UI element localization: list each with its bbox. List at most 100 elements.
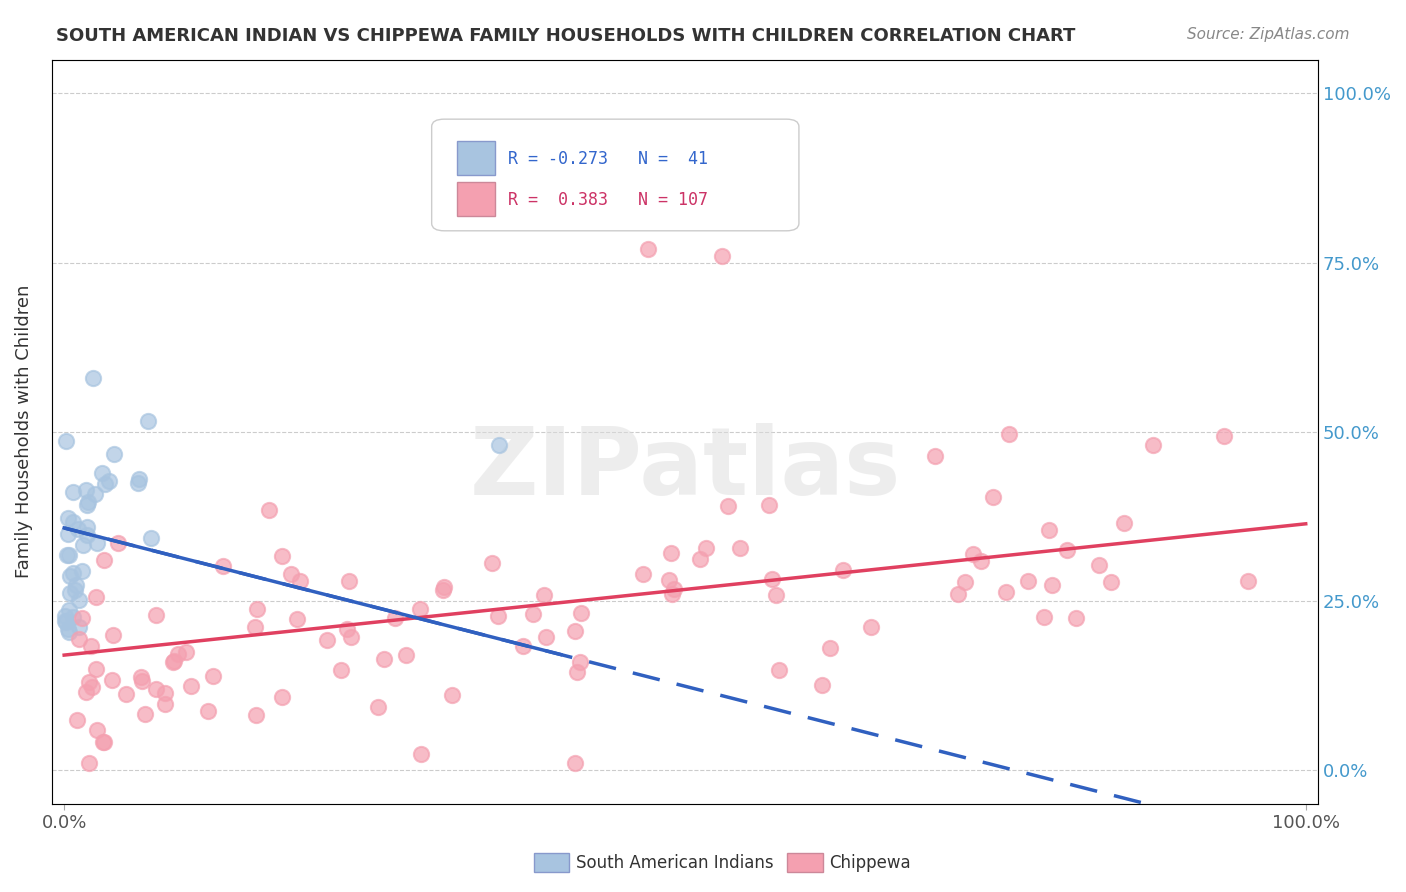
Point [80,639,103,653]
Point [995,585,1018,599]
Point [56,527,79,541]
Point [155,686,177,700]
Y-axis label: Family Households with Children: Family Households with Children [15,285,32,579]
Point [243,620,266,634]
Point [77,674,100,689]
Point [77,756,100,771]
Point [818,641,841,656]
Point [55,434,77,449]
Point [162,655,184,669]
Point [728,541,751,555]
Point [91,467,114,481]
Point [62,566,84,581]
Point [115,687,138,701]
Point [167,647,190,661]
Point [695,541,717,555]
Point [488,438,510,452]
Text: Chippewa: Chippewa [830,854,911,871]
Point [1237,574,1260,588]
Point [59,585,82,599]
Point [271,549,294,564]
Point [55,615,77,629]
Point [174,645,197,659]
Point [367,700,389,714]
Point [924,449,946,463]
Point [134,707,156,722]
Point [533,588,555,602]
Point [257,503,280,517]
Point [534,630,557,644]
Point [93,552,115,566]
Point [86,536,108,550]
Point [1213,429,1236,443]
Point [55,614,77,628]
Point [67,620,90,634]
Point [860,620,883,634]
Bar [457,183,495,216]
Point [67,522,90,536]
Point [631,567,654,582]
Point [58,603,80,617]
Point [717,500,740,514]
Point [62,485,84,500]
Point [127,476,149,491]
Point [70,611,93,625]
Point [76,498,98,512]
Point [55,549,77,563]
Point [662,582,685,597]
Point [76,495,98,509]
Point [103,447,125,461]
Point [811,678,834,692]
Point [339,631,361,645]
Text: R =  0.383   N = 107: R = 0.383 N = 107 [508,191,707,209]
Point [145,682,167,697]
Point [86,723,108,737]
Point [1033,610,1056,624]
Point [84,591,107,605]
Point [58,625,80,640]
Point [432,583,454,598]
Point [65,578,87,592]
Point [1056,543,1078,558]
Point [522,607,544,621]
Point [197,705,219,719]
Point [330,664,353,678]
Point [76,528,98,542]
Point [70,564,93,578]
Point [658,573,681,587]
Text: Source: ZipAtlas.com: Source: ZipAtlas.com [1187,27,1350,42]
Point [1040,578,1063,592]
Point [565,665,588,680]
Point [661,587,683,601]
Point [212,559,235,574]
Point [280,566,302,581]
Point [512,639,534,653]
Point [101,628,124,642]
Point [55,608,77,623]
Point [411,747,433,762]
Point [564,624,586,639]
FancyBboxPatch shape [432,120,799,231]
Point [201,668,224,682]
Point [569,606,592,620]
Text: South American Indians: South American Indians [576,854,775,871]
Bar [457,142,495,175]
Point [141,531,163,545]
Point [981,490,1004,504]
Point [946,587,969,601]
Point [337,574,360,588]
Point [91,735,114,749]
Point [758,498,780,512]
Point [76,520,98,534]
Point [395,648,418,662]
Point [145,607,167,622]
Point [336,622,359,636]
Point [131,673,153,688]
Point [1142,438,1164,452]
Point [97,474,120,488]
Point [94,477,117,491]
Text: R = -0.273   N =  41: R = -0.273 N = 41 [508,150,707,168]
Point [82,371,104,385]
Point [315,632,337,647]
Point [1099,575,1122,590]
